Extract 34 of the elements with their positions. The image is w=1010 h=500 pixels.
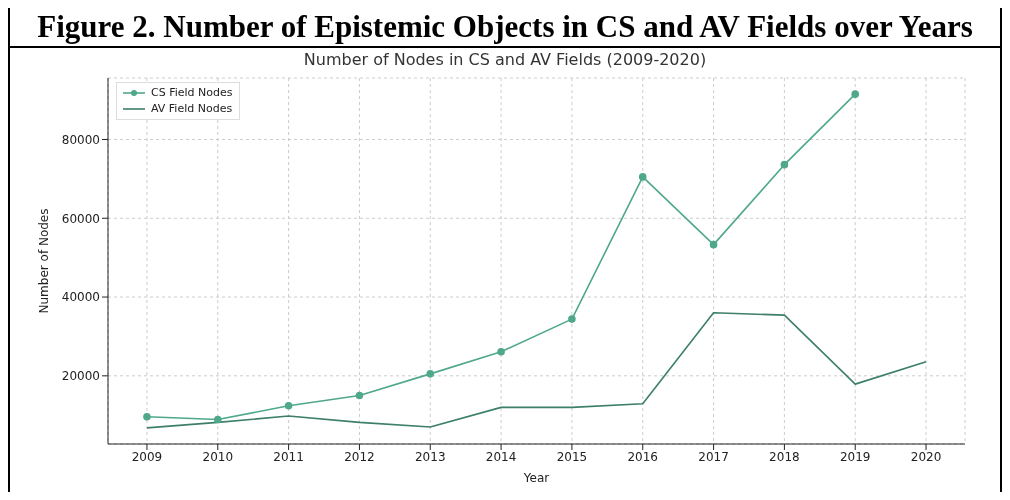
line-series	[146, 312, 927, 429]
point	[568, 315, 576, 323]
y-tick-label: 60000	[61, 211, 100, 226]
x-tick-label: 2011	[273, 449, 304, 464]
x-tick-label: 2015	[556, 449, 588, 464]
x-tick-label: 2009	[131, 449, 163, 464]
point	[851, 90, 860, 98]
x-tick-label: 2016	[627, 449, 659, 464]
legend-label: AV Field Nodes	[151, 101, 233, 117]
x-tick-label: 2012	[344, 449, 375, 464]
point	[284, 401, 293, 410]
x-tick-label: 2010	[202, 449, 234, 464]
point	[780, 160, 789, 169]
point	[213, 415, 222, 424]
chart-subtitle: Number of Nodes in CS and AV Fields (2009-2020)	[302, 50, 708, 70]
x-tick-label: 2017	[698, 449, 729, 464]
point	[355, 391, 364, 400]
point	[497, 348, 505, 356]
point	[143, 413, 151, 421]
chart-title: Figure 2. Number of Epistemic Objects in CS and AV Fields over Years	[10, 8, 1000, 48]
x-tick-label: 2018	[769, 449, 800, 464]
x-tick-label: 2020	[910, 449, 942, 464]
point	[426, 370, 435, 378]
x-tick-label: 2014	[485, 449, 517, 464]
y-tick-label: 80000	[61, 132, 100, 147]
x-tick-label: 2013	[414, 449, 446, 464]
y-tick-label: 20000	[61, 369, 100, 384]
point	[709, 240, 718, 249]
x-tick-label: 2019	[839, 449, 871, 464]
x-axis-title: Year	[522, 471, 550, 485]
y-tick-label: 40000	[61, 290, 100, 305]
legend-label: CS Field Nodes	[151, 85, 233, 101]
y-axis-title: Number of Nodes	[37, 208, 52, 314]
point	[638, 173, 647, 181]
